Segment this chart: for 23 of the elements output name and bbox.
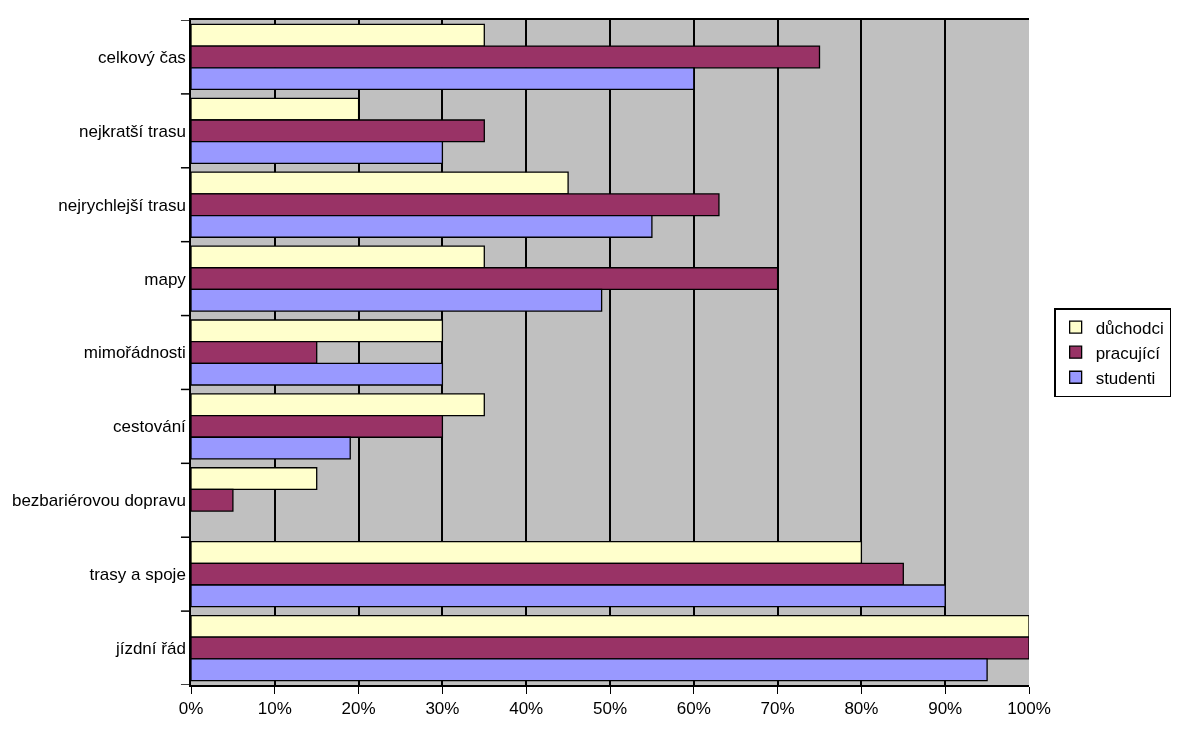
- legend-label: důchodci: [1095, 318, 1164, 338]
- x-tick-label: 90%: [928, 699, 963, 719]
- x-tick-label: 30%: [425, 699, 460, 719]
- y-tick-label: bezbariérovou dopravu: [11, 491, 186, 511]
- x-tick-label: 100%: [1007, 699, 1051, 719]
- legend-label: studenti: [1095, 368, 1156, 388]
- x-tick-label: 10%: [257, 699, 292, 719]
- x-tick-label: 60%: [676, 699, 711, 719]
- x-tick-label: 0%: [178, 699, 204, 719]
- y-tick-label: celkový čas: [97, 47, 186, 67]
- y-tick-label: mimořádnosti: [83, 343, 186, 363]
- y-tick-label: mapy: [144, 269, 187, 289]
- y-tick-label: nejkratší trasu: [79, 121, 186, 141]
- x-tick-label: 80%: [844, 699, 879, 719]
- x-tick-label: 40%: [509, 699, 544, 719]
- y-tick-label: nejrychlejší trasu: [58, 195, 186, 215]
- legend-label: pracující: [1095, 343, 1161, 363]
- y-tick-label: jízdní řád: [114, 639, 186, 659]
- x-tick-label: 20%: [341, 699, 376, 719]
- x-tick-label: 50%: [592, 699, 628, 719]
- x-tick-label: 70%: [760, 699, 795, 719]
- y-tick-label: cestování: [113, 417, 187, 437]
- y-tick-label: trasy a spoje: [89, 565, 186, 585]
